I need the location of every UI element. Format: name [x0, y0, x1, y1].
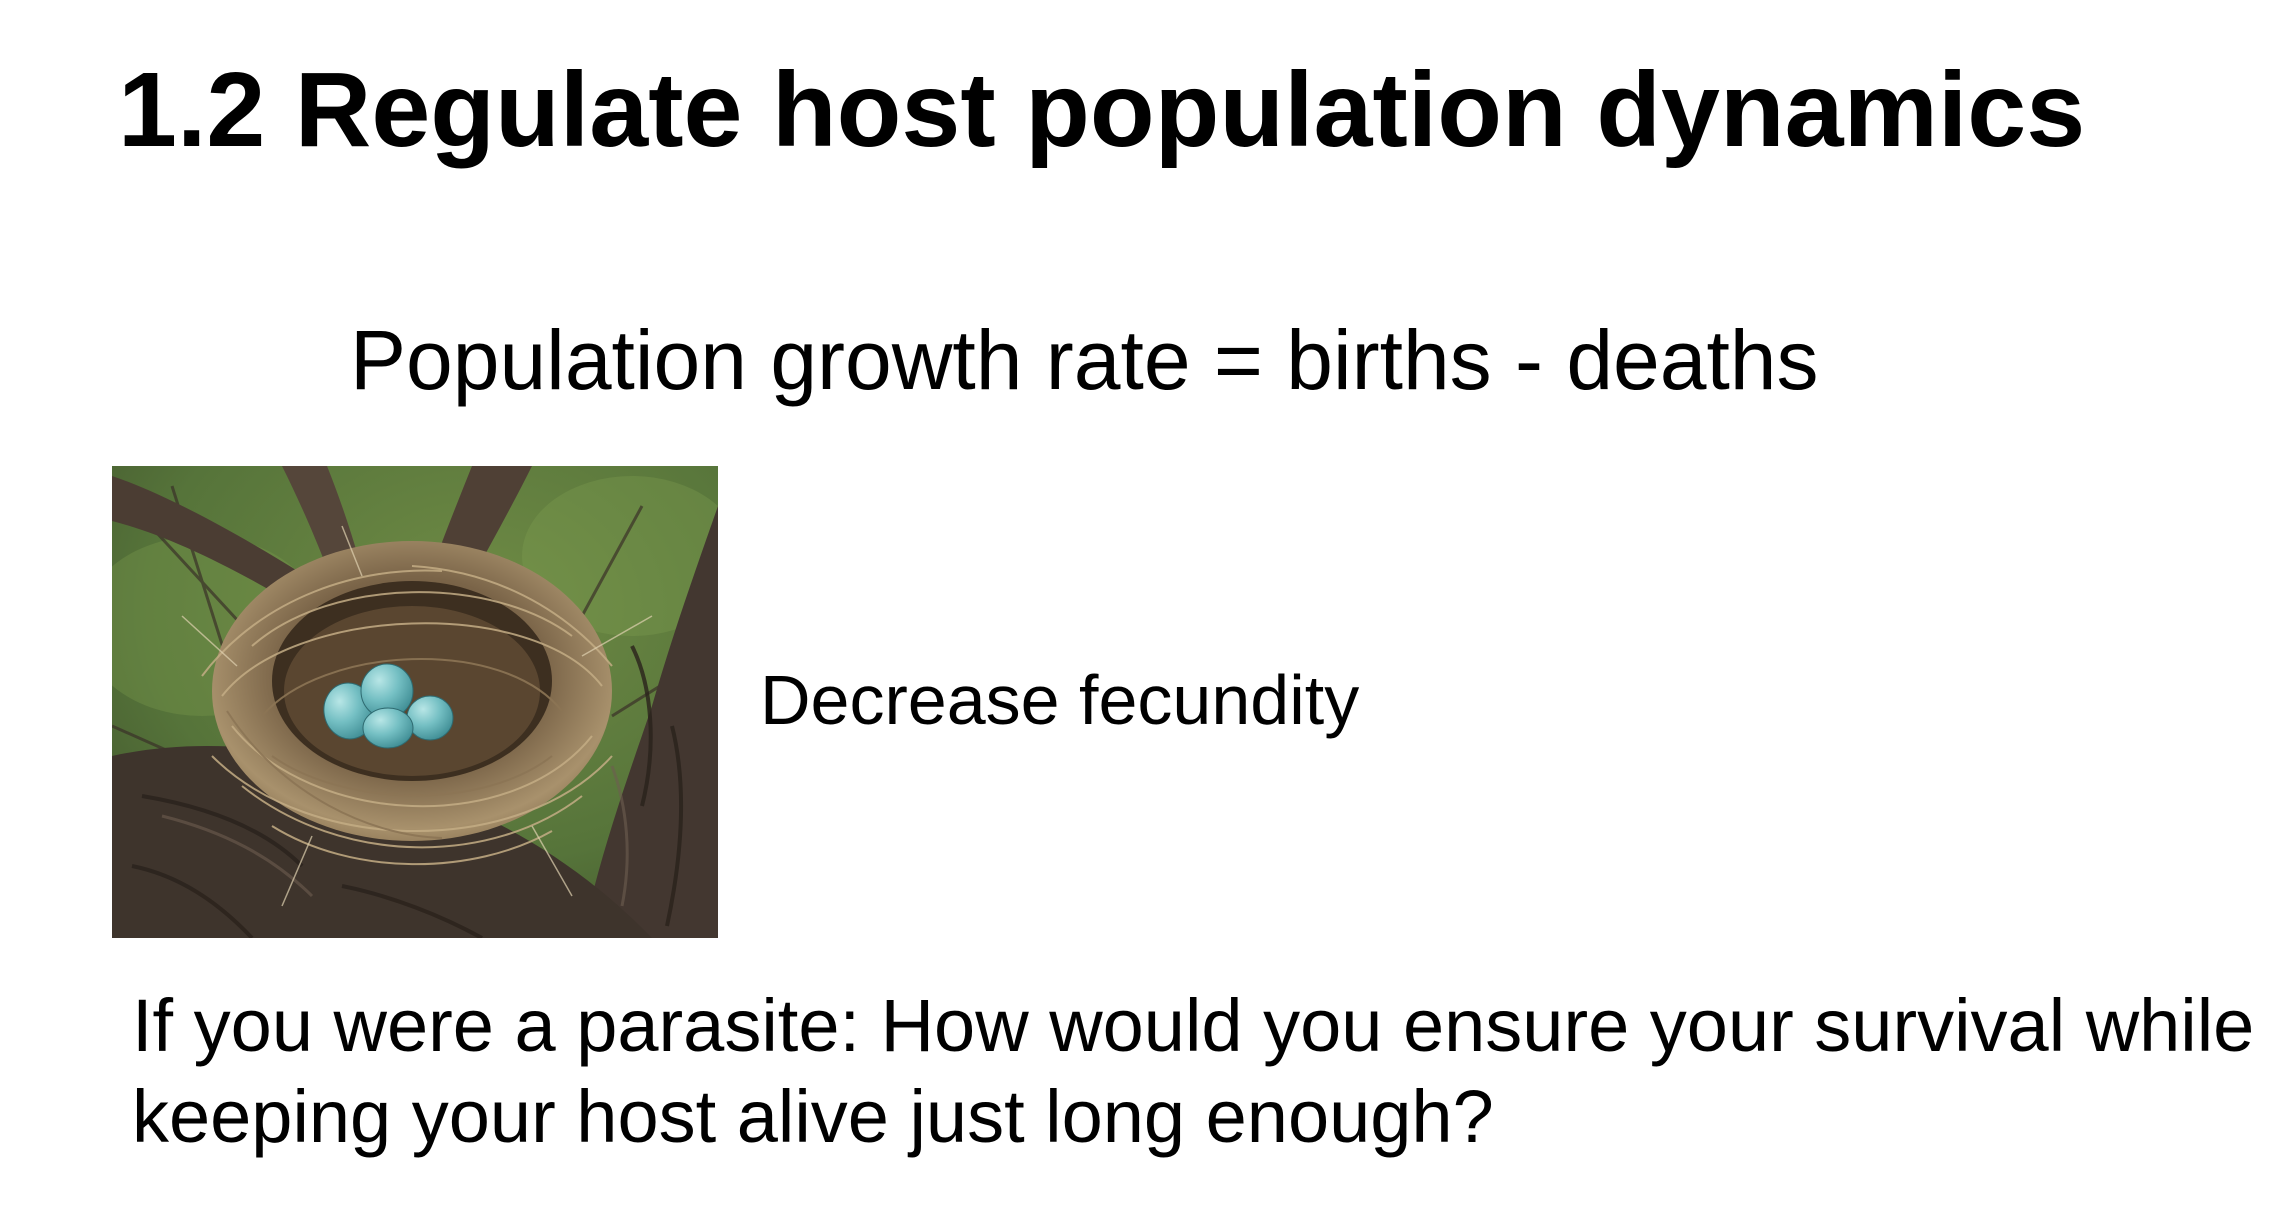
- branch-lower: [112, 746, 652, 938]
- population-growth-equation: Population growth rate = births - deaths: [350, 313, 1819, 407]
- egg-bottom: [362, 707, 414, 749]
- parasite-question: If you were a parasite: How would you en…: [132, 980, 2262, 1162]
- egg-right: [406, 695, 454, 741]
- eggs: [323, 663, 454, 749]
- bird-nest-photo: [112, 466, 718, 938]
- question-line-1: If you were a parasite: How would you en…: [132, 984, 2255, 1067]
- fecundity-caption: Decrease fecundity: [760, 661, 1360, 739]
- slide-title: 1.2 Regulate host population dynamics: [118, 51, 2086, 169]
- nest-illustration: [112, 466, 718, 938]
- question-line-2: keeping your host alive just long enough…: [132, 1075, 1494, 1158]
